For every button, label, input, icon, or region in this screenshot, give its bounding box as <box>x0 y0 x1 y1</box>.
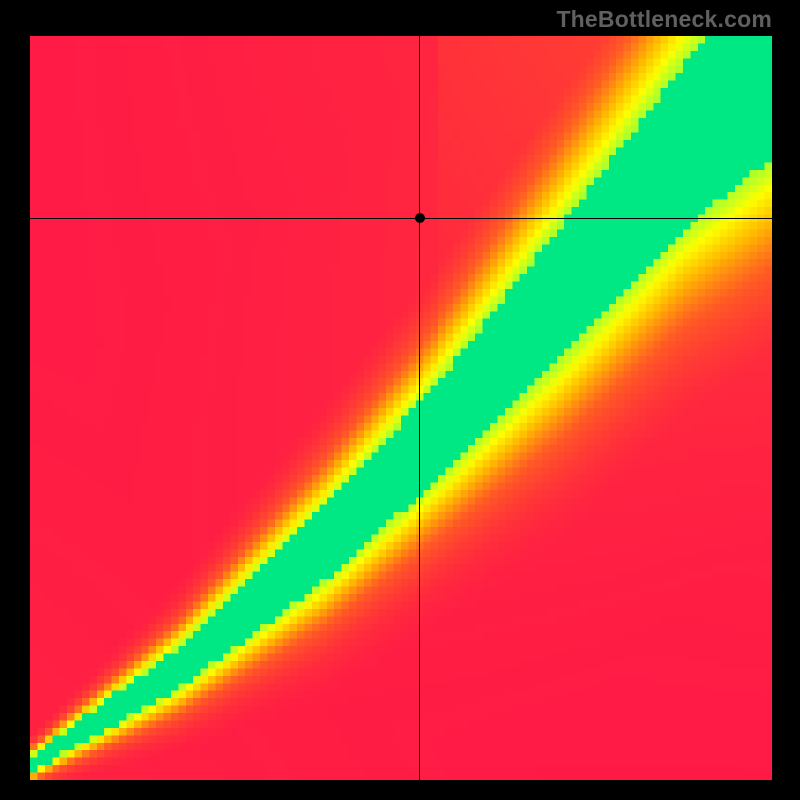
chart-container: TheBottleneck.com <box>0 0 800 800</box>
crosshair-marker <box>415 213 425 223</box>
bottleneck-heatmap <box>30 36 772 780</box>
watermark-text: TheBottleneck.com <box>556 6 772 33</box>
crosshair-vertical <box>419 36 420 780</box>
crosshair-horizontal <box>30 218 772 219</box>
